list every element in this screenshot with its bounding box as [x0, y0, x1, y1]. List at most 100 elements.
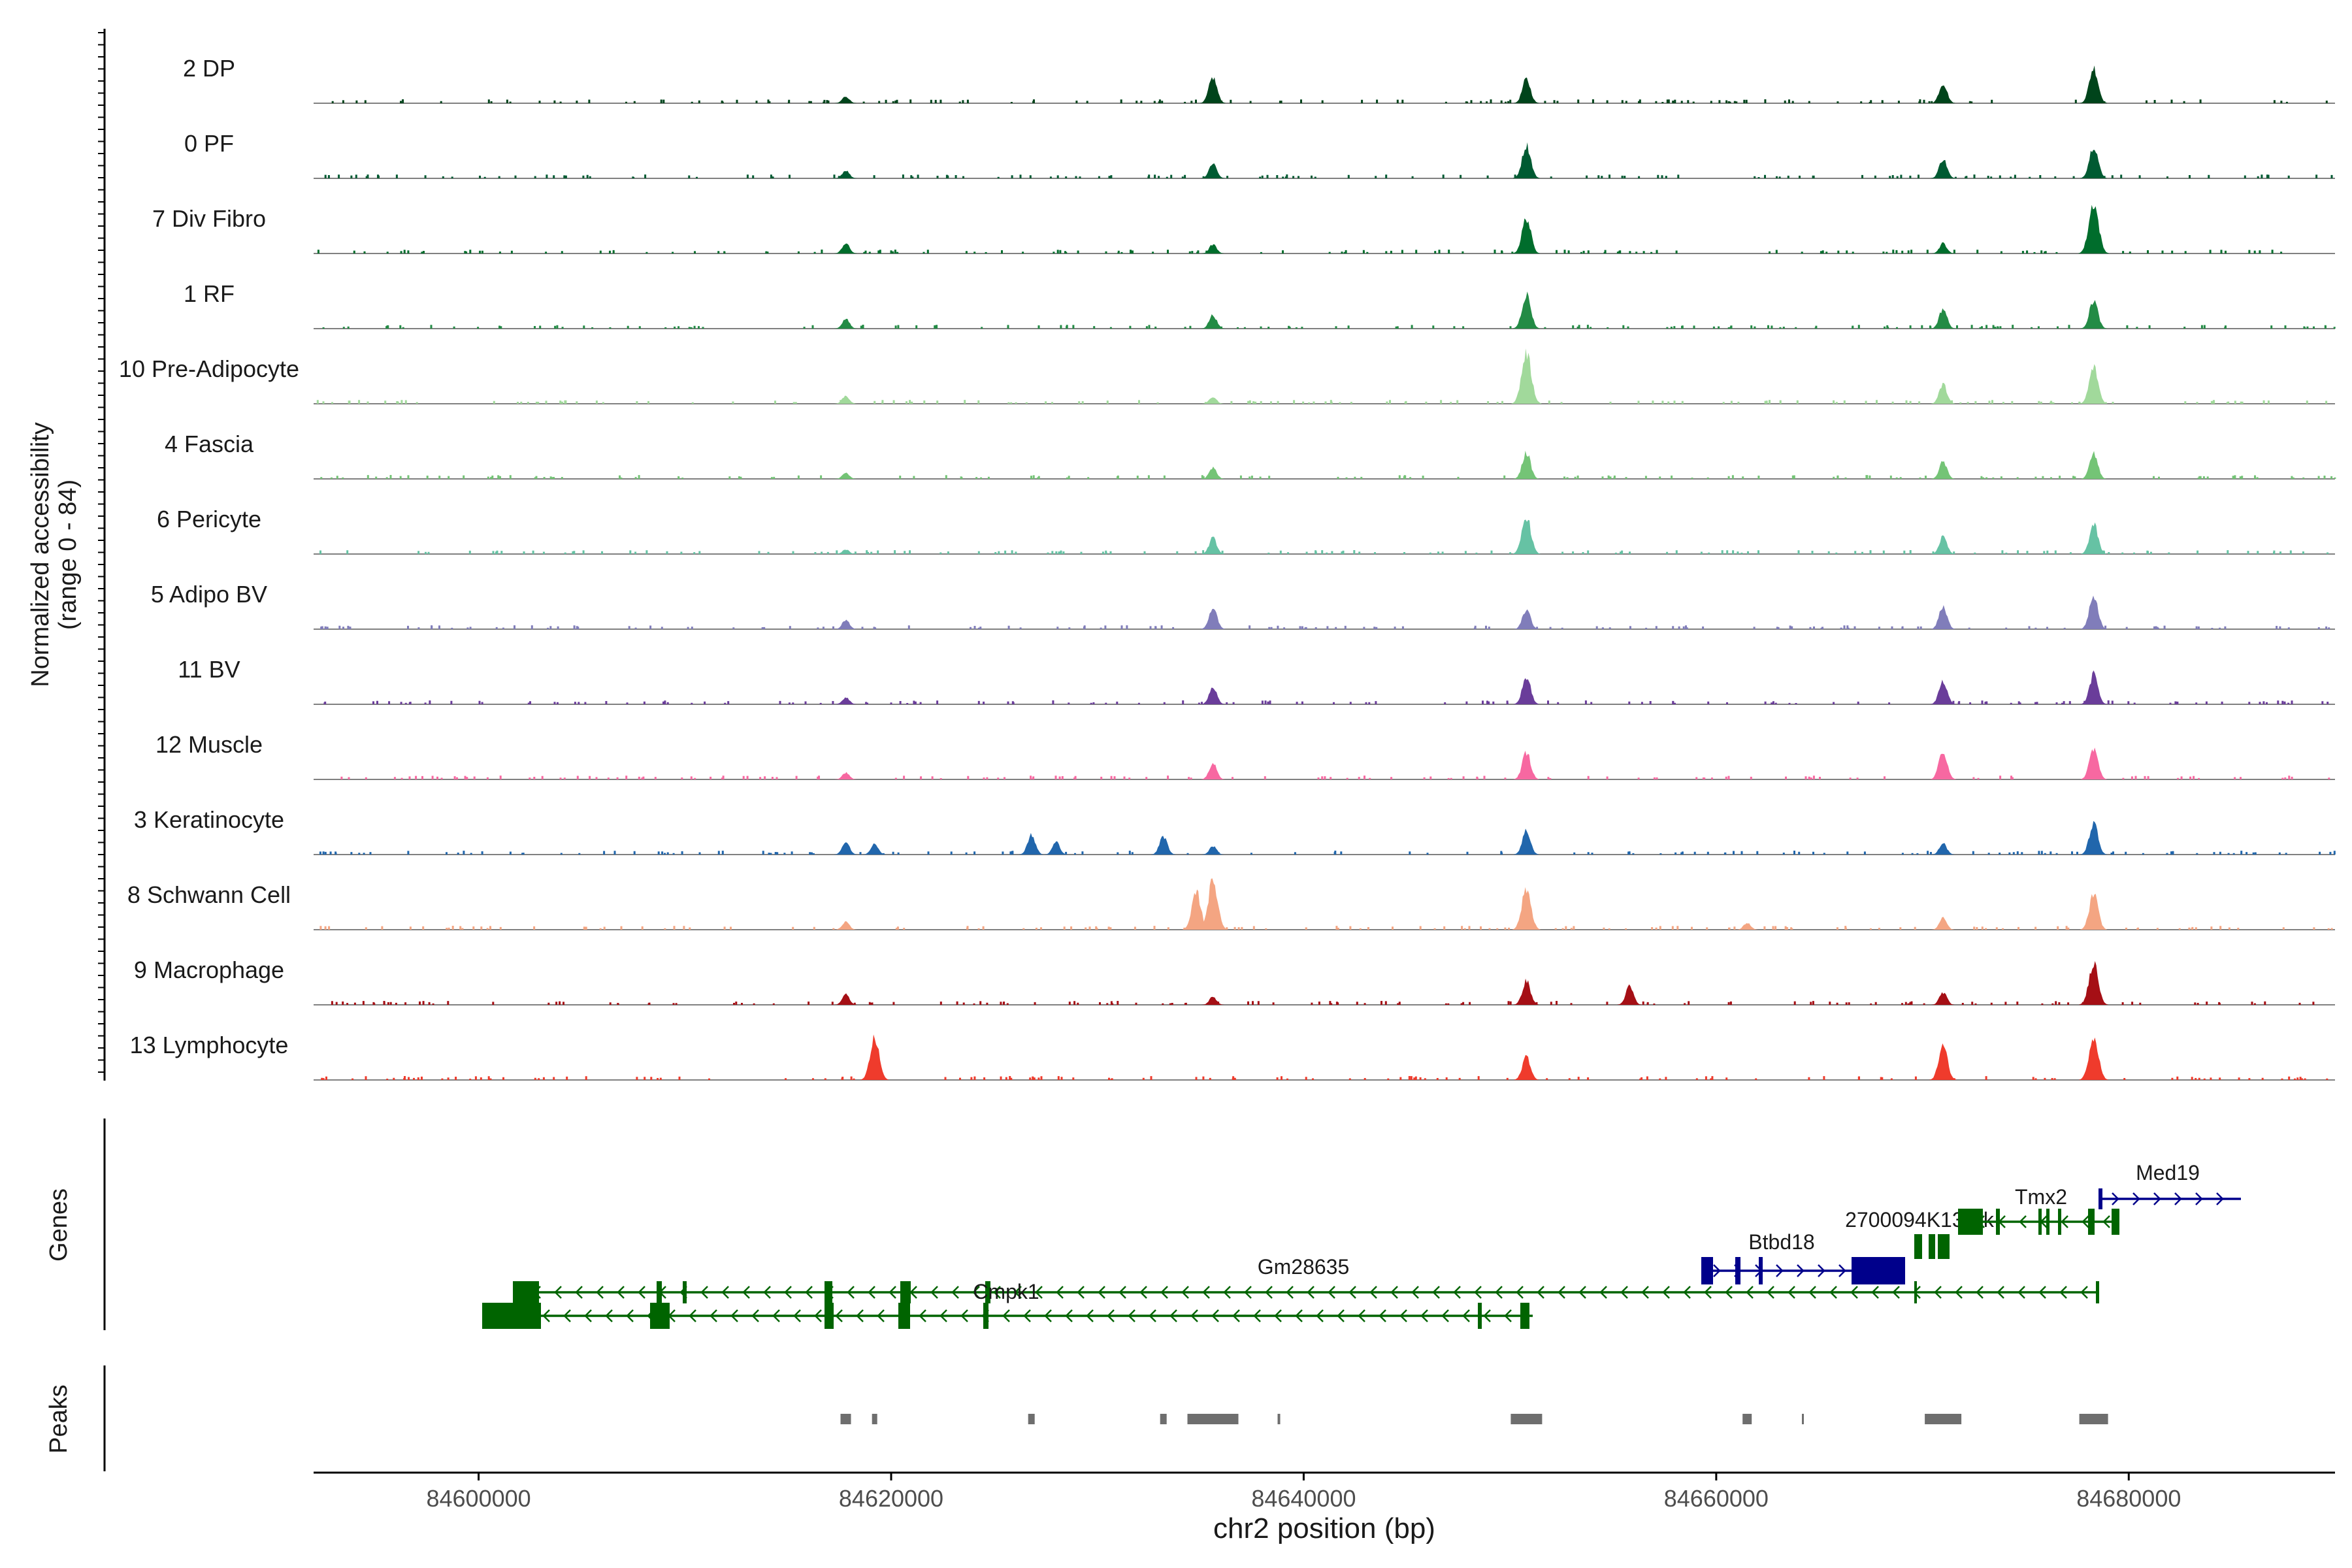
coverage-peak — [1512, 887, 1541, 930]
gene-cmpk1 — [513, 1281, 2099, 1303]
peak-region — [1742, 1414, 1752, 1424]
coverage-tracks: 2 DP 0 PF 7 Div Fibro 1 RF 10 Pre-Adipocyte 4… — [119, 55, 2336, 1081]
peak-region — [1511, 1414, 1543, 1424]
gene-label: Cmpk1 — [973, 1280, 1039, 1303]
gene-btbd18: Btbd18 — [1701, 1230, 1905, 1284]
coverage-peak — [2080, 747, 2107, 779]
gene-exon — [2038, 1209, 2042, 1235]
coverage-peak — [1512, 291, 1541, 329]
coverage-track: 4 Fascia — [165, 431, 2336, 480]
coverage-track: 1 RF — [184, 280, 2336, 329]
coverage-peak — [1201, 846, 1224, 855]
track-label: 12 Muscle — [155, 731, 263, 758]
track-label: 5 Adipo BV — [151, 581, 267, 608]
track-label: 6 Pericyte — [157, 506, 261, 532]
coverage-peak — [1931, 383, 1955, 404]
gene-exon — [2112, 1209, 2119, 1235]
peak-region — [1160, 1414, 1167, 1424]
coverage-peak — [1201, 163, 1225, 178]
coverage-peak — [2080, 670, 2107, 704]
coverage-peak — [1511, 348, 1542, 404]
gene-exon — [2046, 1209, 2050, 1235]
x-tick-label: 84660000 — [1664, 1485, 1769, 1512]
coverage-peak — [834, 842, 858, 855]
coverage-peak — [834, 772, 857, 779]
coverage-noise — [319, 550, 2329, 554]
peak-region — [1925, 1414, 1962, 1424]
coverage-peak — [1931, 308, 1955, 329]
coverage-peak — [1201, 536, 1225, 554]
coverage-peak — [2080, 821, 2107, 855]
coverage-peak — [2080, 364, 2108, 404]
coverage-track: 3 Keratinocyte — [134, 806, 2336, 855]
coverage-peak — [2080, 894, 2108, 930]
coverage-peak — [860, 1034, 889, 1080]
coverage-track: 6 Pericyte — [157, 506, 2335, 555]
coverage-peak — [1931, 242, 1955, 253]
track-label: 3 Keratinocyte — [134, 806, 284, 833]
gene-exon — [900, 1281, 911, 1303]
gene-tmx2: Tmx2 — [1958, 1185, 2119, 1235]
coverage-peak — [1183, 889, 1211, 930]
coverage-peak — [1201, 314, 1225, 329]
coverage-peak — [1513, 678, 1540, 704]
coverage-peak — [2080, 522, 2107, 554]
coverage-peak — [1931, 461, 1955, 479]
gene-exon — [2099, 1188, 2102, 1209]
coverage-peak — [1201, 466, 1225, 479]
gene-exon — [2096, 1281, 2099, 1303]
coverage-peak — [863, 843, 887, 855]
x-tick-label: 84680000 — [2076, 1485, 2181, 1512]
track-label: 2 DP — [183, 55, 235, 82]
peak-region — [1028, 1414, 1035, 1424]
x-axis-title: chr2 position (bp) — [1213, 1512, 1435, 1544]
y-axis-range: (range 0 - 84) — [54, 480, 82, 630]
coverage-peak — [834, 921, 857, 930]
coverage-peak — [1514, 77, 1539, 103]
gene-exon — [1938, 1234, 1950, 1259]
gene-exon — [1914, 1234, 1922, 1259]
coverage-peak — [834, 243, 857, 253]
gene-exon — [1914, 1281, 1917, 1303]
coverage-track: 2 DP — [183, 55, 2335, 104]
gene-exon — [825, 1281, 832, 1303]
coverage-peak — [1198, 878, 1228, 930]
x-tick-label: 84640000 — [1251, 1485, 1356, 1512]
coverage-noise — [316, 400, 2328, 404]
coverage-noise — [319, 851, 2336, 855]
genes-track-label: Genes — [45, 1188, 73, 1262]
coverage-peak — [1201, 397, 1224, 404]
coverage-peak — [1200, 608, 1226, 629]
coverage-peak — [2079, 961, 2108, 1005]
coverage-y-axis-ticks — [98, 32, 105, 1073]
coverage-peak — [834, 697, 857, 704]
coverage-peak — [1512, 218, 1541, 253]
coverage-peak — [1931, 535, 1955, 554]
track-label: 1 RF — [184, 280, 235, 307]
coverage-peak — [1931, 917, 1955, 930]
track-label: 10 Pre-Adipocyte — [119, 355, 299, 382]
gene-strand-arrows — [2112, 1192, 2224, 1205]
peak-region — [1187, 1414, 1239, 1424]
gene-exon — [513, 1281, 539, 1303]
track-label: 13 Lymphocyte — [130, 1032, 289, 1058]
gene-exon — [1996, 1209, 2000, 1235]
track-label: 0 PF — [184, 130, 234, 157]
coverage-peak — [2080, 65, 2108, 103]
coverage-peak — [1044, 841, 1068, 855]
gene-label: Btbd18 — [1748, 1230, 1814, 1254]
coverage-peak — [2080, 300, 2107, 329]
coverage-peak — [1514, 1054, 1539, 1080]
coverage-peak — [1931, 85, 1955, 103]
peak-region — [2079, 1414, 2108, 1424]
peak-track — [840, 1414, 2108, 1424]
gene-exon — [1478, 1303, 1482, 1329]
coverage-peak — [1514, 978, 1539, 1005]
gene-exon — [1701, 1257, 1713, 1284]
gene-exon — [898, 1303, 910, 1329]
coverage-peak — [1514, 609, 1539, 629]
coverage-peak — [2080, 150, 2108, 178]
x-tick-label: 84600000 — [426, 1485, 531, 1512]
